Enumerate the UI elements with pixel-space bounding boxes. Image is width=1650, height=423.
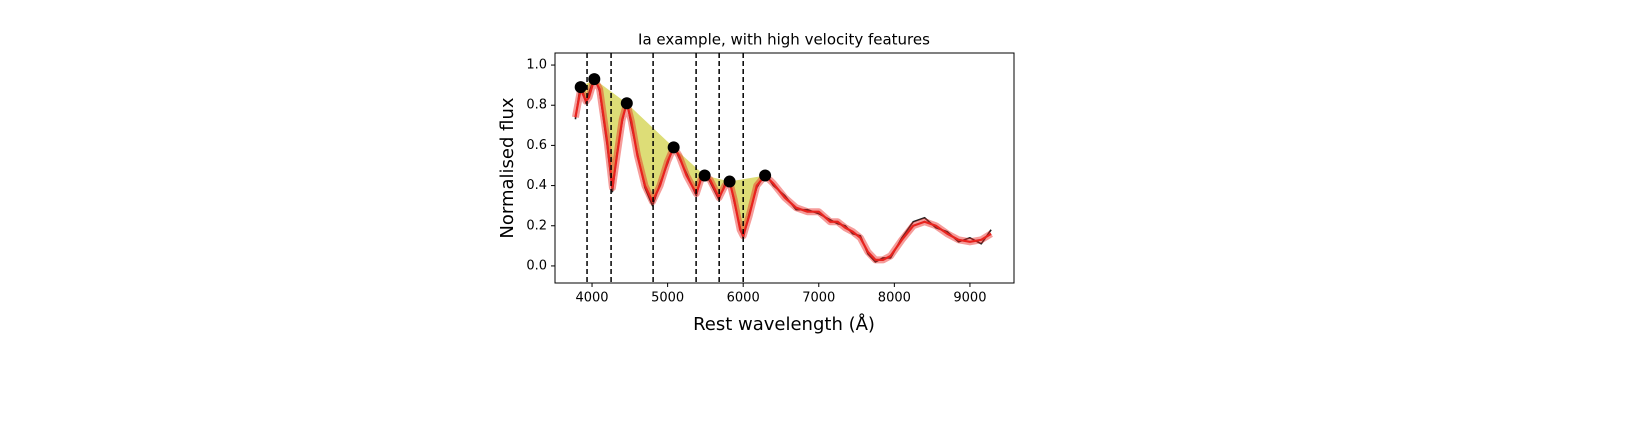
x-tick-label: 4000 <box>575 291 608 306</box>
x-tick-label: 6000 <box>727 291 760 306</box>
maximum-point <box>723 175 736 188</box>
x-tick-label: 9000 <box>953 291 986 306</box>
y-tick-label: 0.6 <box>526 138 547 153</box>
maximum-point <box>698 169 711 182</box>
y-tick-label: 0.4 <box>526 178 547 193</box>
x-tick-label: 8000 <box>878 291 911 306</box>
maximum-point <box>667 141 680 154</box>
y-tick-label: 0.8 <box>526 98 547 113</box>
maximum-point <box>588 73 601 86</box>
series-band <box>571 75 993 264</box>
x-tick-label: 5000 <box>651 291 684 306</box>
y-axis-label: Normalised flux <box>497 97 518 238</box>
x-tick-label: 7000 <box>802 291 835 306</box>
plot-frame <box>554 52 1015 284</box>
maximum-point <box>620 97 633 110</box>
series-line <box>574 78 992 261</box>
maximum-point <box>574 81 587 94</box>
x-axis-label: Rest wavelength (Å) <box>693 313 875 335</box>
y-tick-label: 0.0 <box>526 258 547 273</box>
maximum-point <box>759 169 772 182</box>
chart-title: Ia example, with high velocity features <box>638 31 930 49</box>
y-tick-label: 1.0 <box>526 58 547 73</box>
y-tick-label: 0.2 <box>526 218 547 233</box>
